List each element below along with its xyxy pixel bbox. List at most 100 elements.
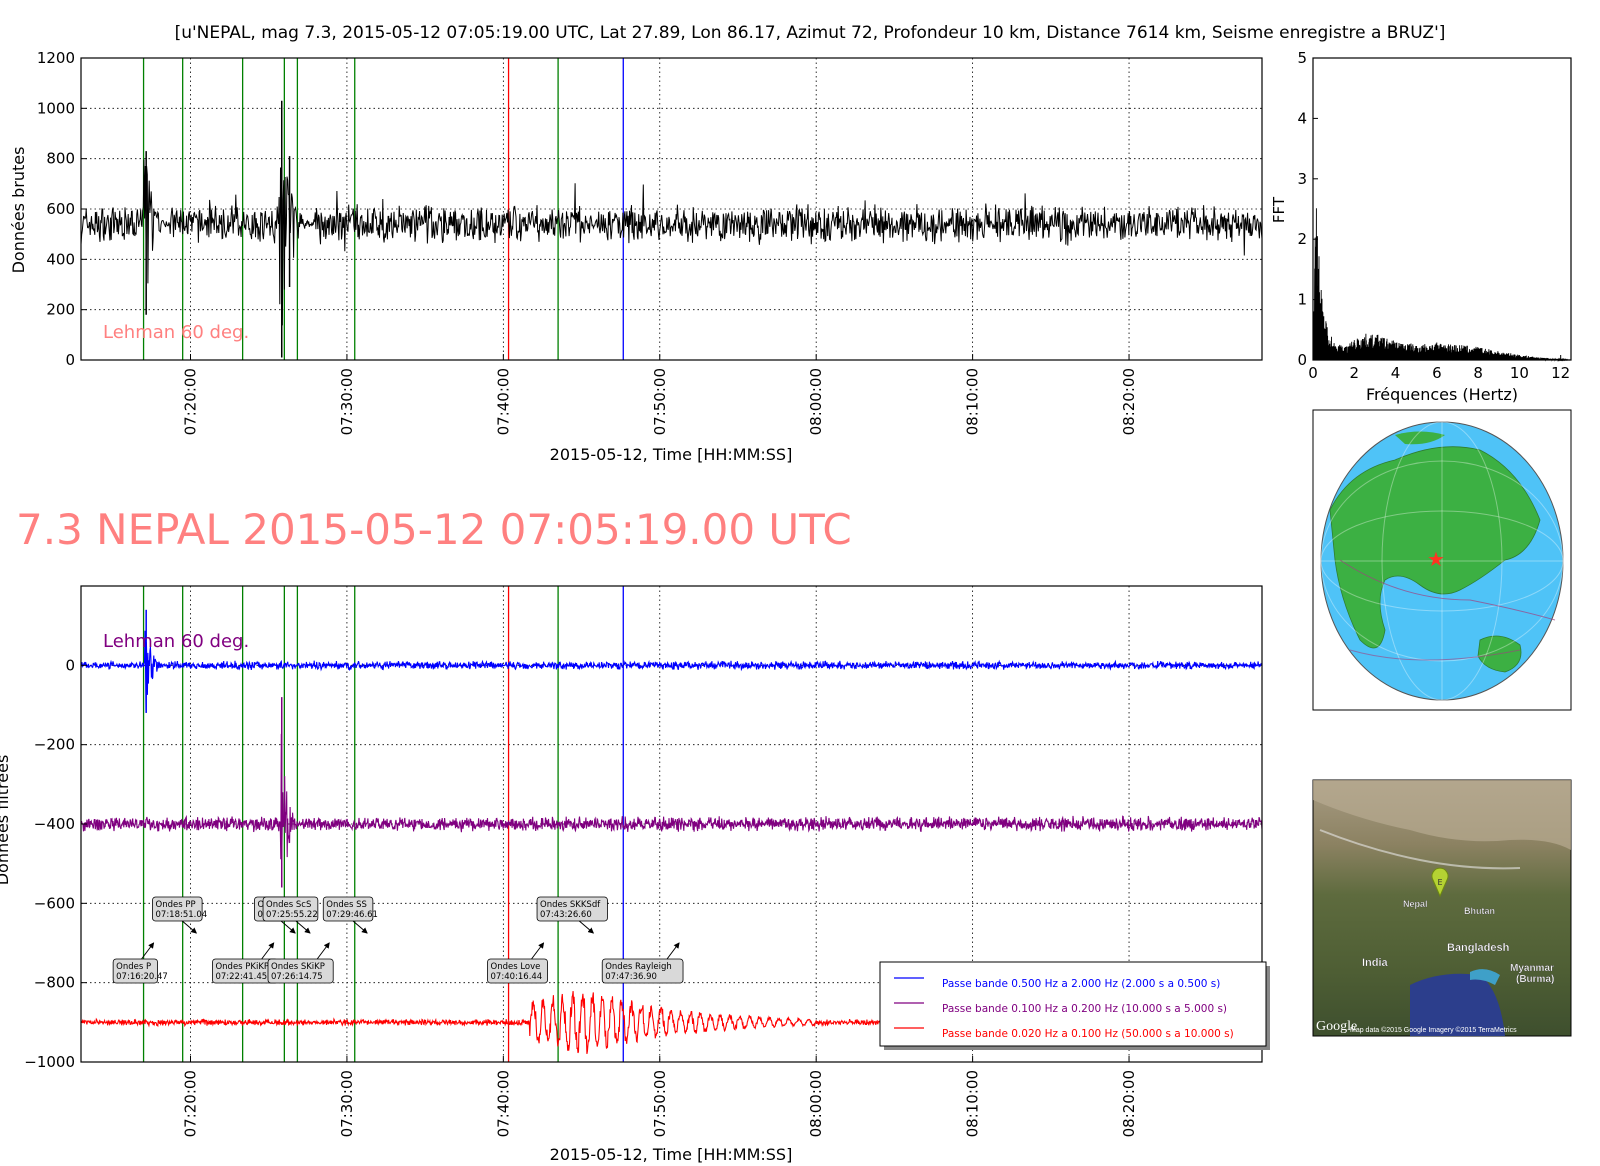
filtered-traces: [80, 609, 1263, 1055]
y-tick-label: −200: [34, 736, 75, 754]
y-tick-label: −1000: [24, 1053, 75, 1071]
fft-y-tick-label: 0: [1297, 351, 1307, 369]
x-tick-label: 07:50:00: [651, 1070, 669, 1137]
phase-arrow: [531, 942, 545, 960]
legend-entry: Passe bande 0.500 Hz a 2.000 Hz (2.000 s…: [942, 978, 1220, 990]
legend-entry: Passe bande 0.100 Hz a 0.200 Hz (10.000 …: [942, 1003, 1227, 1015]
phase-arrow: [141, 942, 155, 960]
x-tick-label: 08:20:00: [1120, 1070, 1138, 1137]
x-tick-label: 07:50:00: [651, 368, 669, 435]
filtered-lehman-annotation: Lehman 60 deg.: [103, 631, 249, 652]
phase-label-box: [536, 896, 608, 922]
map-label-bhutan: Bhutan: [1464, 906, 1495, 916]
map-label-myanmar: Myanmar: [1510, 963, 1554, 974]
big-event-title: 7.3 NEPAL 2015-05-12 07:05:19.00 UTC: [16, 505, 852, 554]
y-tick-label: 200: [46, 301, 75, 319]
filtered-xlabel: 2015-05-12, Time [HH:MM:SS]: [550, 1145, 793, 1164]
map-attribution: Map data ©2015 Google Imagery ©2015 Terr…: [1350, 1026, 1517, 1034]
y-tick-label: 800: [46, 150, 75, 168]
fft-y-tick-label: 2: [1297, 230, 1307, 248]
phase-label-name: Ondes SS: [326, 900, 367, 910]
y-tick-label: 0: [65, 351, 75, 369]
x-tick-label: 07:20:00: [181, 368, 199, 435]
phase-arrow: [295, 920, 311, 934]
fft-x-ticks: 0 2 4 6 8 10 12: [1308, 355, 1570, 382]
phase-label-box: [322, 896, 374, 922]
map-pin-icon: [1431, 867, 1449, 898]
phase-label-time: 07:18:51.04: [156, 910, 208, 920]
fft-y-tick-label: 3: [1297, 170, 1307, 188]
fft-xlabel: Fréquences (Hertz): [1366, 385, 1518, 404]
y-tick-label: 0: [65, 656, 75, 674]
y-tick-label: −800: [34, 974, 75, 992]
phase-label-time: 07:29:46.61: [326, 910, 378, 920]
map-label-nepal: Nepal: [1403, 899, 1428, 909]
filtered-x-ticks: 07:20:00 07:30:00 07:40:00 07:50:00 08:00:00…: [181, 1056, 1138, 1137]
phase-label-time: 07:43:26.60: [540, 910, 592, 920]
phase-arrow: [352, 920, 368, 934]
map-label-bangladesh: Bangladesh: [1447, 942, 1510, 954]
legend-box: [879, 961, 1267, 1047]
phase-label-name: Ondes P: [116, 962, 151, 972]
map-label-burma: (Burma): [1516, 974, 1554, 985]
fft-x-tick-label: 6: [1432, 364, 1442, 382]
phase-label-box: [112, 958, 158, 984]
fft-x-tick-label: 2: [1350, 364, 1360, 382]
fft-y-tick-label: 5: [1297, 49, 1307, 67]
phase-label-box: [152, 896, 203, 922]
raw-ylabel: Données brutes: [9, 147, 28, 274]
phase-arrow: [316, 942, 330, 960]
fft-x-tick-label: 10: [1510, 364, 1529, 382]
y-tick-label: 600: [46, 200, 75, 218]
fft-y-tick-label: 4: [1297, 109, 1307, 127]
filtered-legend: Passe bande 0.500 Hz a 2.000 Hz (2.000 s…: [879, 961, 1270, 1050]
filtered-trace-purple: [80, 733, 1263, 860]
phase-label-time: 07:40:16.44: [491, 972, 543, 982]
fft-y-ticks: 0 1 2 3 4 5: [1297, 49, 1318, 369]
x-tick-label: 08:20:00: [1120, 368, 1138, 435]
phase-label-name: Ondes SKiKP: [271, 962, 325, 972]
fft-spectrum: [1312, 208, 1571, 362]
phase-label-box: [262, 896, 319, 922]
phase-arrow: [261, 942, 275, 960]
y-tick-label: 1200: [37, 49, 75, 67]
phase-label-name: Ondes Love: [491, 962, 541, 972]
phase-label-time: 07:22:41.45: [215, 972, 267, 982]
raw-trace: [80, 100, 1263, 358]
raw-seismogram-line: [80, 159, 1263, 326]
phase-arrow: [578, 920, 595, 934]
fft-ylabel: FFT: [1270, 196, 1288, 223]
phase-label-name: Ondes ScS: [266, 900, 311, 910]
filtered-y-ticks: −1000 −800 −600 −400 −200 0: [24, 656, 87, 1071]
y-tick-label: −600: [34, 894, 75, 912]
x-tick-label: 08:00:00: [807, 1070, 825, 1137]
phase-label-name: Ondes SKKSdf: [540, 900, 601, 910]
raw-x-ticks: 07:20:00 07:30:00 07:40:00 07:50:00 08:00:00…: [181, 354, 1138, 435]
map-pin-label: E: [1437, 878, 1442, 887]
fft-x-tick-label: 8: [1473, 364, 1483, 382]
fft-x-tick-label: 4: [1391, 364, 1401, 382]
y-tick-label: 1000: [37, 99, 75, 117]
map-label-india: India: [1362, 957, 1389, 969]
y-tick-label: −400: [34, 815, 75, 833]
phase-label-time: 07:47:36.90: [605, 972, 657, 982]
epicenter-star-icon: ★: [1427, 547, 1445, 571]
x-tick-label: 07:30:00: [338, 1070, 356, 1137]
x-tick-label: 07:30:00: [338, 368, 356, 435]
phase-label-time: 07:25:55.22: [266, 910, 318, 920]
phase-label-name: Ondes PP: [156, 900, 196, 910]
x-tick-label: 07:40:00: [494, 368, 512, 435]
figure-suptitle: [u'NEPAL, mag 7.3, 2015-05-12 07:05:19.0…: [175, 23, 1446, 43]
phase-label-time: 07:16:20.47: [116, 972, 168, 982]
phase-arrow: [280, 920, 296, 934]
fft-axes-frame: [1312, 57, 1572, 361]
fft-x-tick-label: 12: [1551, 364, 1570, 382]
satellite-map: E Nepal Bhutan Bangladesh India Myanmar …: [1312, 779, 1572, 1037]
phase-label-box: [487, 958, 548, 984]
raw-y-ticks: 0 200 400 600 800 1000 1200: [37, 49, 87, 369]
raw-grid: [81, 57, 1262, 361]
